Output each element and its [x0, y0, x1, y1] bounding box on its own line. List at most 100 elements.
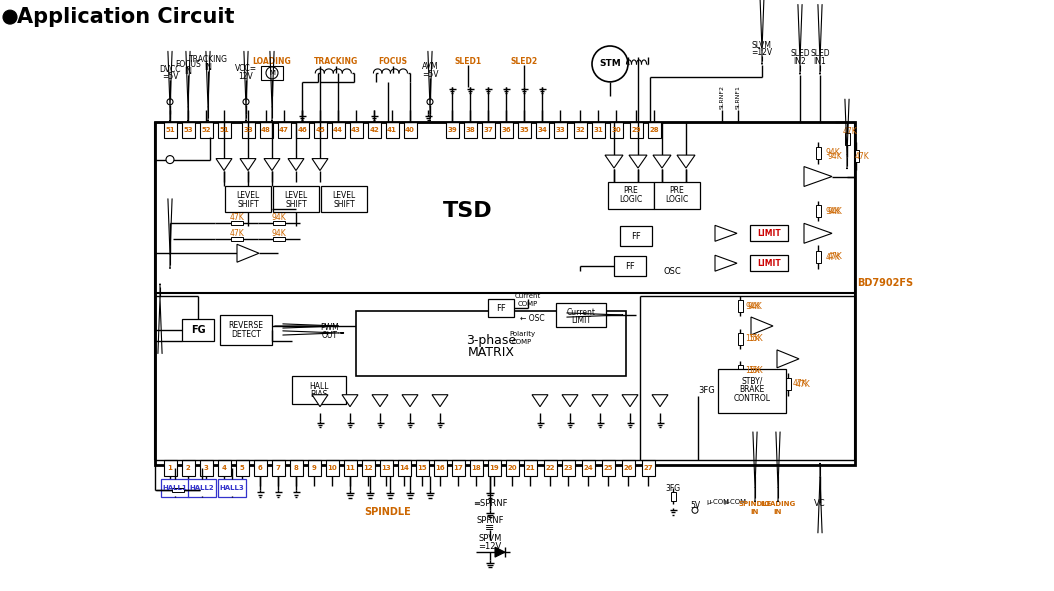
Text: 28: 28	[649, 126, 659, 133]
Text: LOADING: LOADING	[253, 57, 291, 66]
Bar	[350, 122, 363, 138]
Bar	[220, 315, 272, 345]
Bar	[295, 122, 309, 138]
Text: 3FG: 3FG	[665, 484, 681, 493]
Text: 31: 31	[593, 126, 603, 133]
Text: PRE: PRE	[624, 186, 639, 195]
Text: 3FG: 3FG	[698, 387, 715, 395]
Polygon shape	[804, 167, 832, 187]
Text: 43: 43	[351, 126, 360, 133]
Text: 47K: 47K	[855, 152, 870, 161]
Bar	[469, 460, 483, 476]
Bar	[647, 122, 661, 138]
Bar	[181, 122, 195, 138]
Bar	[273, 222, 285, 225]
Text: 42: 42	[369, 126, 378, 133]
Circle shape	[165, 155, 174, 164]
Text: COMP: COMP	[512, 339, 532, 345]
Bar	[344, 460, 356, 476]
Text: SPRNF: SPRNF	[476, 516, 504, 525]
Text: 47K: 47K	[843, 127, 858, 136]
Text: 36: 36	[502, 126, 511, 133]
Circle shape	[167, 99, 173, 105]
Text: MATRIX: MATRIX	[468, 346, 514, 359]
Text: 27: 27	[643, 466, 652, 472]
Bar	[161, 479, 189, 498]
Text: 37: 37	[483, 126, 493, 133]
Bar	[446, 122, 458, 138]
Bar	[368, 122, 380, 138]
Text: 3-phase: 3-phase	[466, 335, 516, 348]
Bar	[670, 492, 676, 501]
Text: 47K: 47K	[796, 380, 811, 389]
Polygon shape	[240, 158, 256, 171]
Text: LEVEL: LEVEL	[236, 191, 259, 200]
Text: TRACKING: TRACKING	[314, 57, 358, 66]
Bar	[785, 378, 790, 390]
Bar	[609, 122, 623, 138]
Text: 1: 1	[168, 466, 173, 472]
Polygon shape	[622, 395, 638, 407]
Text: 94K: 94K	[828, 152, 843, 161]
Polygon shape	[777, 350, 799, 368]
Text: 12V: 12V	[238, 72, 253, 82]
Bar	[433, 460, 447, 476]
Bar	[356, 311, 626, 376]
Text: 15K: 15K	[745, 366, 760, 375]
Text: IN: IN	[184, 67, 192, 76]
Text: Current: Current	[566, 307, 596, 317]
Polygon shape	[288, 158, 304, 171]
Bar	[518, 122, 530, 138]
Text: SHIFT: SHIFT	[237, 200, 259, 209]
Text: 15K: 15K	[745, 335, 760, 343]
Bar	[482, 122, 494, 138]
Bar	[464, 122, 476, 138]
Bar	[816, 251, 820, 263]
Bar	[573, 122, 586, 138]
Text: 94K: 94K	[826, 148, 841, 157]
Bar	[155, 122, 855, 466]
Bar	[273, 238, 285, 241]
Bar	[602, 460, 614, 476]
Bar	[241, 122, 254, 138]
Text: 47K: 47K	[229, 229, 243, 238]
Text: 15K: 15K	[748, 335, 763, 343]
Text: 9: 9	[312, 466, 316, 472]
Bar	[582, 460, 594, 476]
Polygon shape	[752, 317, 773, 335]
Text: SPINDLE: SPINDLE	[365, 507, 411, 517]
Circle shape	[692, 507, 698, 514]
Polygon shape	[715, 225, 737, 241]
Bar	[844, 133, 850, 145]
Text: 30: 30	[611, 126, 621, 133]
Text: Polarity: Polarity	[509, 331, 535, 337]
Bar	[217, 122, 231, 138]
Polygon shape	[629, 155, 647, 168]
Text: 51: 51	[219, 126, 229, 133]
Text: LIMIT: LIMIT	[757, 259, 781, 268]
Circle shape	[243, 99, 249, 105]
Text: TRACKING: TRACKING	[189, 56, 228, 64]
Text: STM: STM	[599, 60, 621, 69]
Text: SHIFT: SHIFT	[333, 200, 355, 209]
Text: 94K: 94K	[272, 213, 287, 222]
Text: FOCUS: FOCUS	[175, 60, 201, 69]
Text: SPINDLE: SPINDLE	[738, 501, 772, 507]
Text: 7: 7	[275, 466, 280, 472]
Text: LOGIC: LOGIC	[665, 195, 688, 204]
Text: 44: 44	[333, 126, 343, 133]
Text: VC: VC	[814, 499, 826, 508]
Text: 52: 52	[201, 126, 211, 133]
Text: 33: 33	[243, 126, 253, 133]
Bar	[261, 66, 284, 80]
Text: ≡SPRNF: ≡SPRNF	[473, 499, 507, 508]
Bar	[750, 255, 788, 271]
Text: IN1: IN1	[814, 57, 826, 66]
Bar	[738, 333, 742, 345]
Text: Current: Current	[514, 293, 541, 299]
Bar	[614, 256, 646, 276]
Text: IN2: IN2	[794, 57, 806, 66]
Text: SLED: SLED	[811, 50, 829, 59]
Text: 21: 21	[525, 466, 534, 472]
Polygon shape	[605, 155, 623, 168]
